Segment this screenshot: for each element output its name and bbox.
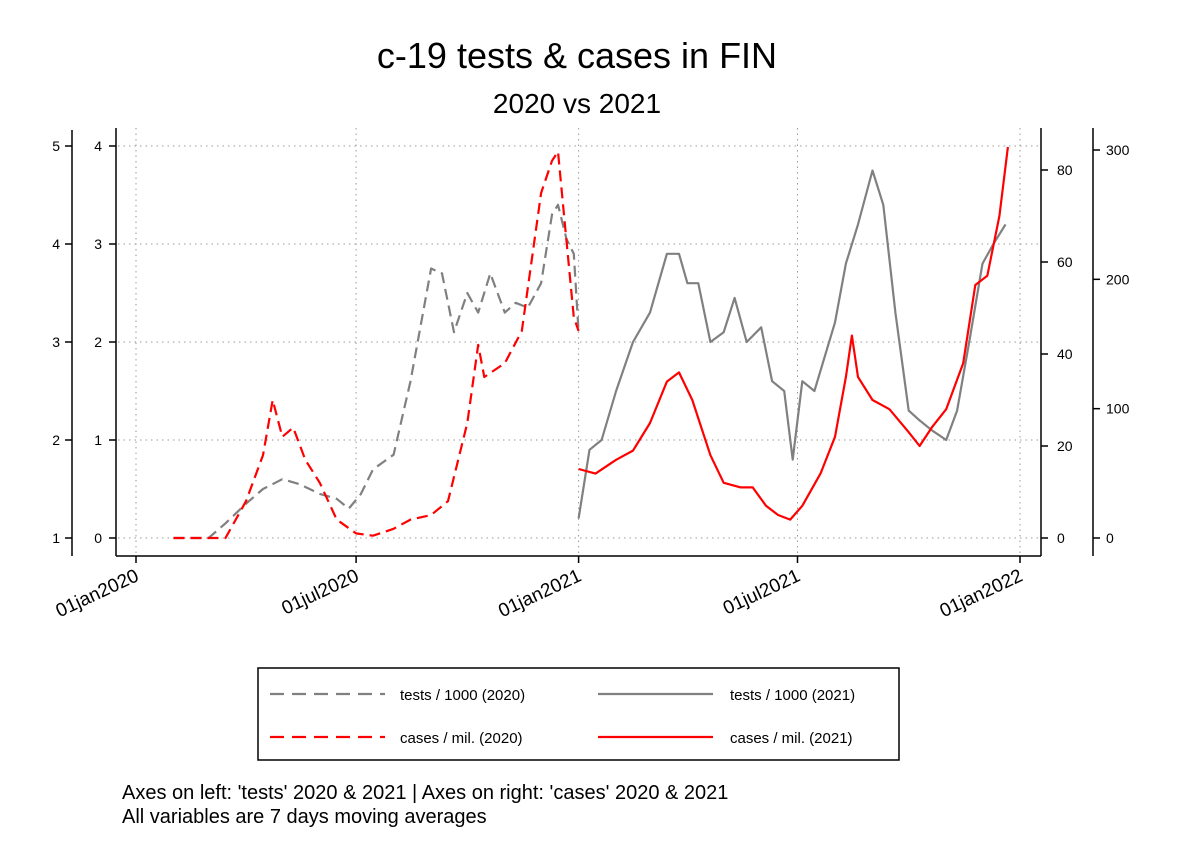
legend-box — [257, 667, 900, 761]
y-tick-label: 2 — [94, 334, 102, 350]
y-tick-label: 20 — [1057, 438, 1073, 454]
x-tick-label: 01jan2020 — [53, 565, 142, 622]
series-layer — [173, 146, 1009, 540]
series-line — [173, 203, 580, 540]
x-tick-label: 01jul2021 — [720, 565, 804, 619]
x-tick-label: 01jan2021 — [495, 565, 584, 622]
legend-label-tests-2020: tests / 1000 (2020) — [400, 687, 525, 704]
y-tick-label: 5 — [52, 138, 60, 154]
legend: tests / 1000 (2020) tests / 1000 (2021) … — [257, 667, 900, 761]
series-line — [577, 169, 1007, 519]
chart-subtitle: 2020 vs 2021 — [493, 88, 661, 119]
y-tick-label: 40 — [1057, 346, 1073, 362]
y-tick-label: 300 — [1106, 142, 1130, 158]
y-tick-label: 80 — [1057, 162, 1073, 178]
y-tick-label: 4 — [94, 138, 102, 154]
series-line — [578, 146, 1009, 521]
legend-label-cases-2020: cases / mil. (2020) — [400, 730, 523, 747]
x-tick-label: 01jan2022 — [937, 565, 1026, 622]
y-tick-label: 2 — [52, 432, 60, 448]
y-tick-label: 0 — [1106, 530, 1114, 546]
y-tick-label: 0 — [1057, 530, 1065, 546]
y-tick-label: 3 — [52, 334, 60, 350]
x-tick-label: 01jul2020 — [279, 565, 363, 619]
legend-label-cases-2021: cases / mil. (2021) — [730, 730, 853, 747]
y-tick-label: 1 — [94, 432, 102, 448]
axes-note: Axes on left: 'tests' 2020 & 2021 | Axes… — [122, 782, 728, 804]
series-line — [173, 150, 580, 540]
y-tick-label: 1 — [52, 530, 60, 546]
legend-label-tests-2021: tests / 1000 (2021) — [730, 687, 855, 704]
y-tick-label: 200 — [1106, 271, 1130, 287]
y-tick-label: 100 — [1106, 401, 1130, 417]
moving-average-note: All variables are 7 days moving averages — [122, 806, 487, 828]
y-tick-label: 0 — [94, 530, 102, 546]
grid — [118, 128, 1040, 556]
y-tick-label: 4 — [52, 236, 60, 252]
chart-title: c-19 tests & cases in FIN — [377, 35, 777, 76]
y-tick-label: 60 — [1057, 254, 1073, 270]
y-tick-label: 3 — [94, 236, 102, 252]
